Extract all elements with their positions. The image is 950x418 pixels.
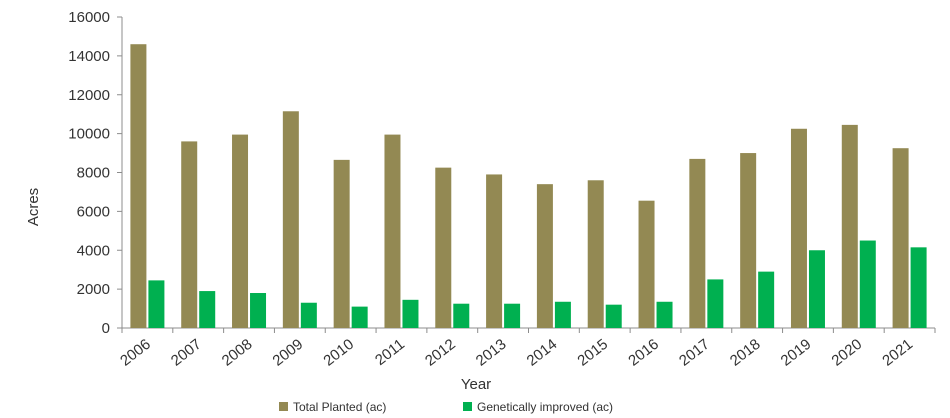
x-tick-label: 2009	[270, 336, 307, 370]
bar-total-planted	[740, 153, 757, 328]
x-tick-label: 2006	[117, 336, 154, 370]
y-tick-label: 4000	[77, 242, 110, 259]
bar-total-planted	[892, 148, 909, 328]
bar-genetically-improved	[910, 247, 927, 328]
x-tick-label: 2018	[727, 336, 764, 370]
bar-total-planted	[435, 167, 452, 328]
bar-genetically-improved	[808, 250, 825, 328]
x-tick-label: 2010	[320, 336, 357, 370]
legend-label: Total Planted (ac)	[293, 400, 386, 414]
x-tick-label: 2013	[473, 336, 510, 370]
x-tick-label: 2020	[828, 336, 865, 370]
legend-swatch	[279, 402, 288, 411]
x-tick-label: 2008	[219, 336, 256, 370]
x-tick-label: 2007	[168, 336, 205, 370]
bar-genetically-improved	[199, 291, 216, 328]
bar-total-planted	[536, 184, 553, 328]
bar-total-planted	[181, 141, 198, 328]
y-axis-title: Acres	[25, 188, 42, 226]
x-axis-title: Year	[461, 376, 491, 393]
bar-total-planted	[282, 111, 299, 328]
bar-total-planted	[384, 134, 401, 328]
bar-total-planted	[790, 128, 807, 328]
bar-genetically-improved	[402, 299, 419, 328]
bar-genetically-improved	[300, 302, 317, 328]
y-tick-label: 14000	[68, 48, 110, 65]
y-tick-label: 0	[102, 320, 110, 337]
x-tick-label: 2014	[524, 336, 561, 370]
x-tick-label: 2017	[676, 336, 713, 370]
y-tick-label: 10000	[68, 126, 110, 143]
x-tick-label: 2021	[879, 336, 916, 370]
x-tick-label: 2011	[372, 336, 408, 369]
bar-genetically-improved	[504, 303, 521, 328]
bar-total-planted	[587, 180, 604, 328]
bar-genetically-improved	[656, 301, 673, 328]
bar-total-planted	[689, 158, 706, 328]
x-tick-label: 2015	[574, 336, 611, 370]
legend-swatch	[463, 402, 472, 411]
bar-genetically-improved	[453, 303, 470, 328]
x-tick-label: 2012	[422, 336, 459, 370]
legend: Total Planted (ac) Genetically improved (…	[279, 400, 613, 414]
x-tick-label: 2016	[625, 336, 662, 370]
plot-area: 0 2000 4000 6000 8000 10000 12000 14000 16000 200…	[68, 9, 936, 370]
bar-total-planted	[841, 124, 858, 328]
bar-genetically-improved	[148, 280, 165, 328]
bar-total-planted	[638, 200, 655, 328]
bar-genetically-improved	[554, 301, 571, 328]
bar-total-planted	[130, 44, 147, 329]
y-tick-label: 8000	[77, 165, 110, 182]
bar-genetically-improved	[605, 304, 622, 328]
bar-genetically-improved	[707, 279, 724, 328]
y-tick-label: 2000	[77, 281, 110, 298]
bar-genetically-improved	[758, 271, 775, 328]
legend-label: Genetically improved (ac)	[477, 400, 613, 414]
bar-total-planted	[333, 159, 350, 328]
y-tick-label: 12000	[68, 87, 110, 104]
y-tick-label: 16000	[68, 9, 110, 26]
x-tick-label: 2019	[778, 336, 815, 370]
bar-genetically-improved	[250, 293, 267, 328]
bar-total-planted	[232, 134, 249, 328]
bar-genetically-improved	[351, 306, 368, 328]
y-tick-label: 6000	[77, 203, 110, 220]
bar-genetically-improved	[859, 240, 876, 328]
bar-total-planted	[486, 174, 503, 328]
